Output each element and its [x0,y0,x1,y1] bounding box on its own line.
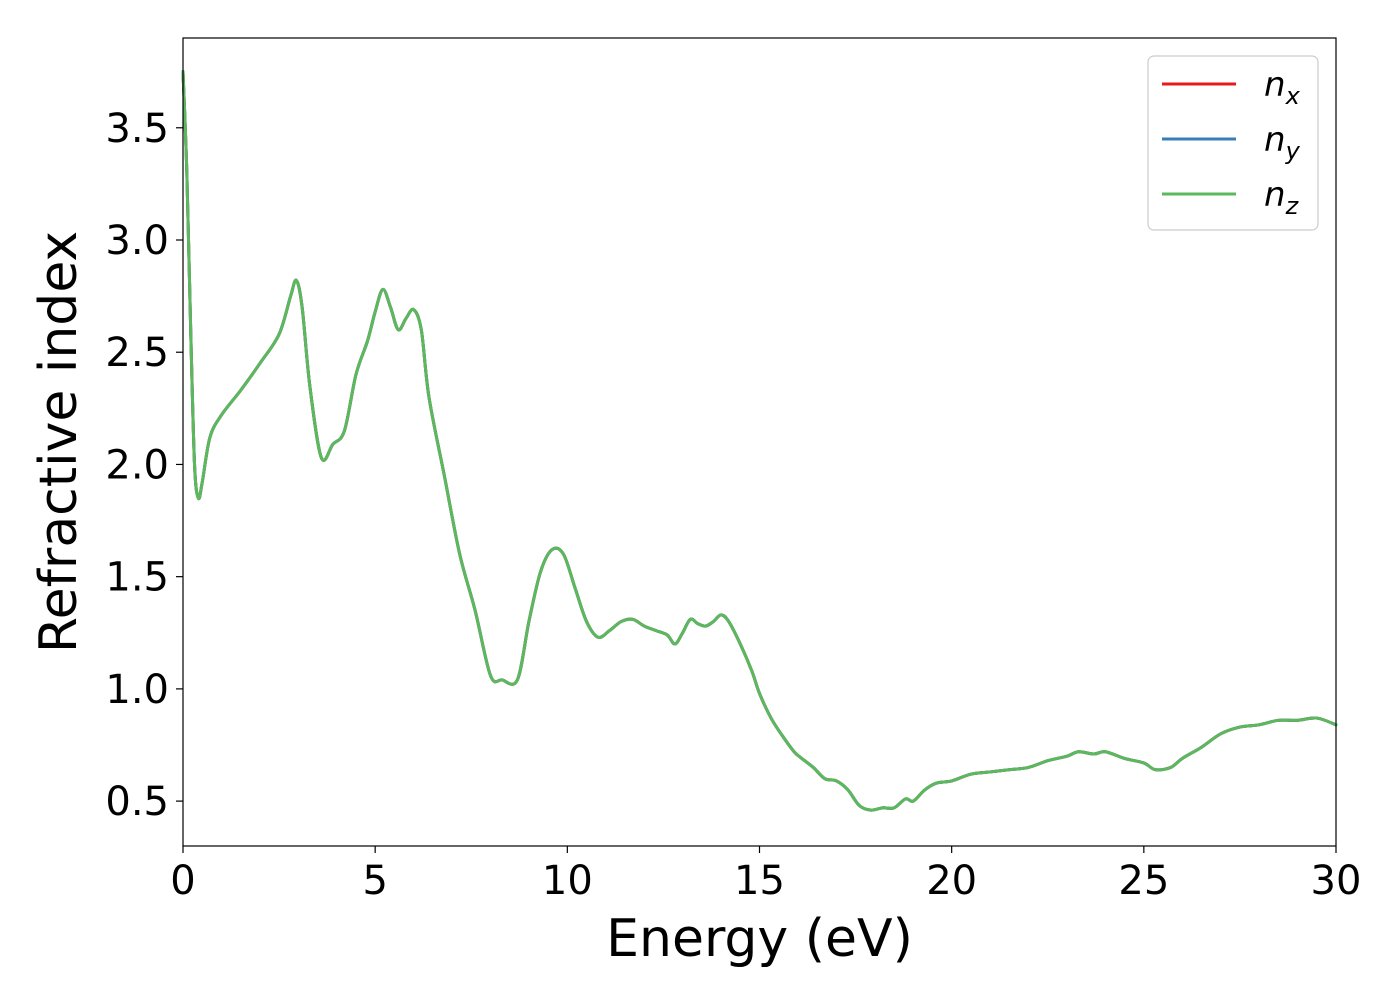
y-tick-label: 1.5 [105,555,169,601]
legend-label-nz: nz [1264,175,1300,220]
y-axis-ticks: 0.5 1.0 1.5 2.0 2.5 3.0 3.5 [105,106,183,825]
legend-box [1147,55,1319,231]
y-axis-title: Refractive index [29,231,89,653]
x-tick-label: 10 [542,858,593,904]
x-axis-title: Energy (eV) [606,909,913,969]
x-tick-label: 20 [926,858,977,904]
plot-area [183,38,1336,846]
x-tick-label: 30 [1311,858,1362,904]
legend-label-nx: nx [1264,65,1301,110]
y-tick-label: 3.0 [105,218,169,264]
y-tick-label: 2.5 [105,330,169,376]
legend: nx ny nz [1147,55,1319,231]
y-tick-label: 0.5 [105,779,169,825]
x-tick-label: 25 [1118,858,1169,904]
y-tick-label: 2.0 [105,442,169,488]
x-tick-label: 0 [170,858,195,904]
legend-label-ny: ny [1264,120,1301,165]
x-axis-ticks: 0 5 10 15 20 25 30 [170,846,1361,904]
y-tick-label: 1.0 [105,667,169,713]
y-tick-label: 3.5 [105,106,169,152]
x-tick-label: 15 [734,858,785,904]
series-line-nz [181,70,1338,812]
x-tick-label: 5 [362,858,387,904]
series-layer [181,70,1338,812]
